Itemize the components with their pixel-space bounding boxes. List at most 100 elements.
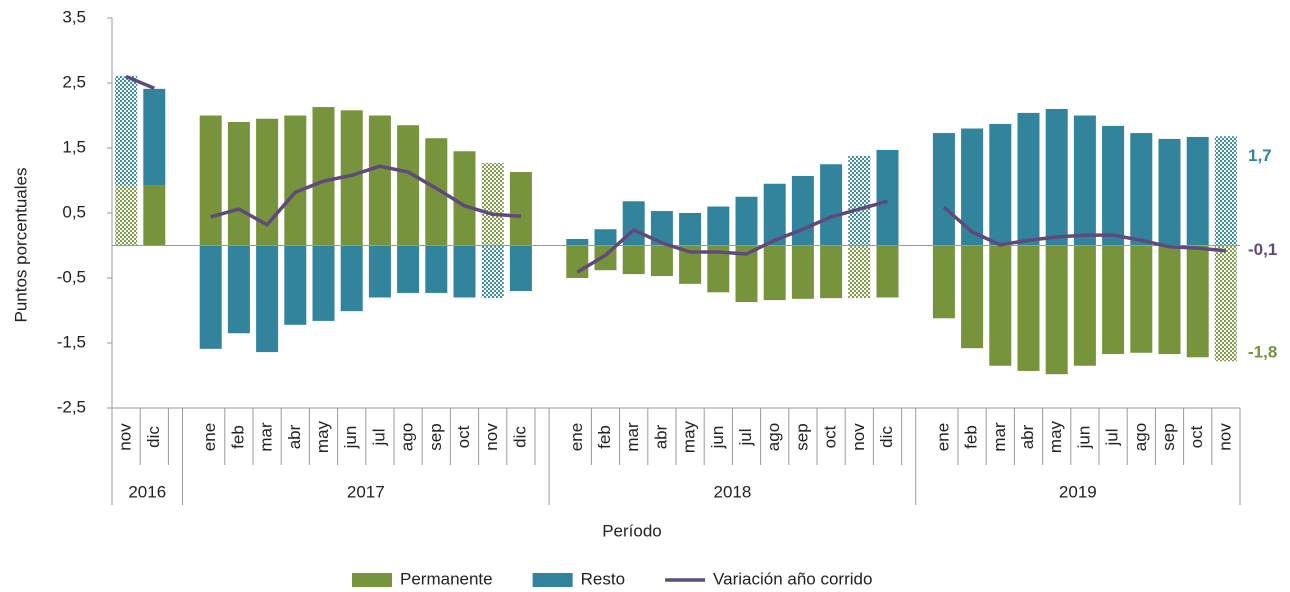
x-tick-label: may (680, 420, 699, 453)
line (576, 199, 888, 274)
x-tick-label: ene (200, 423, 219, 451)
bar (679, 213, 702, 246)
bar (735, 245, 758, 303)
y-axis-title: Puntos porcentuales (11, 168, 30, 323)
bar (932, 245, 955, 319)
x-tick-label: oct (821, 425, 840, 448)
bar (594, 229, 617, 246)
legend-swatch (352, 573, 392, 587)
bar (1073, 245, 1096, 366)
x-tick-label: may (1046, 420, 1065, 453)
bar (932, 133, 955, 246)
bar (820, 245, 843, 299)
y-tick-label: -1,5 (57, 332, 86, 351)
x-tick-label: ago (398, 423, 417, 451)
line (210, 164, 522, 227)
bar (763, 183, 786, 246)
x-tick-label: nov (482, 423, 501, 451)
y-tick-label: 2,5 (62, 72, 86, 91)
x-tick-label: jun (708, 426, 727, 450)
x-tick-label: nov (849, 423, 868, 451)
x-tick-label: nov (116, 423, 135, 451)
x-tick-label: mar (990, 422, 1009, 452)
x-tick-label: dic (144, 426, 163, 448)
bar (199, 115, 222, 246)
group-label: 2018 (713, 482, 751, 501)
bar (1017, 245, 1040, 371)
y-tick-label: -2,5 (57, 397, 86, 416)
bar (1158, 245, 1181, 355)
bar (368, 245, 391, 298)
bar (1102, 125, 1125, 246)
x-tick-label: oct (1187, 425, 1206, 448)
bar (1073, 115, 1096, 246)
group-label: 2017 (347, 482, 385, 501)
y-tick-label: 1,5 (62, 137, 86, 156)
bar (115, 75, 138, 186)
x-tick-label: dic (877, 426, 896, 448)
bar (989, 123, 1012, 246)
x-tick-label: sep (426, 423, 445, 450)
bar (1214, 136, 1237, 246)
bar (820, 164, 843, 246)
x-tick-label: mar (623, 422, 642, 452)
bar (679, 245, 702, 284)
bar (256, 118, 279, 246)
x-tick-label: jun (1074, 426, 1093, 450)
bar (848, 245, 871, 299)
bar (312, 245, 335, 321)
x-tick-label: feb (595, 425, 614, 449)
bar (256, 245, 279, 353)
bar (791, 175, 814, 246)
line (942, 205, 1227, 253)
legend-label: Resto (581, 569, 625, 588)
bar (312, 107, 335, 246)
bar (650, 245, 673, 277)
bar (481, 245, 504, 299)
bar (876, 149, 899, 246)
y-tick-label: 0,5 (62, 202, 86, 221)
bar (199, 245, 222, 349)
bar (481, 162, 504, 246)
bar (284, 245, 307, 325)
y-tick-label: -0,5 (57, 267, 86, 286)
bar (143, 185, 166, 246)
group-label: 2019 (1059, 482, 1097, 501)
bar (1186, 245, 1209, 358)
bar (1130, 245, 1153, 353)
legend-label: Variación año corrido (713, 569, 872, 588)
x-tick-label: sep (1159, 423, 1178, 450)
x-tick-label: abr (651, 424, 670, 449)
bar (791, 245, 814, 299)
bar (340, 245, 363, 312)
bar (989, 245, 1012, 366)
x-tick-label: ene (933, 423, 952, 451)
line (125, 74, 155, 90)
bar (453, 151, 476, 246)
bar (368, 115, 391, 246)
bar (509, 245, 532, 291)
bar (1186, 136, 1209, 246)
end-label: 1,7 (1248, 146, 1272, 165)
bar (340, 110, 363, 246)
bar (115, 185, 138, 246)
bar (425, 245, 448, 293)
x-tick-label: jul (1103, 428, 1122, 446)
bar (143, 88, 166, 186)
bar (1045, 109, 1068, 246)
bar (961, 128, 984, 246)
x-tick-label: dic (510, 426, 529, 448)
bar (284, 115, 307, 246)
end-label: -1,8 (1248, 343, 1277, 362)
x-tick-label: abr (1018, 424, 1037, 449)
group-label: 2016 (128, 482, 166, 501)
x-tick-label: ago (764, 423, 783, 451)
bar (1214, 245, 1237, 362)
x-tick-label: nov (1215, 423, 1234, 451)
x-tick-label: oct (454, 425, 473, 448)
bar (453, 245, 476, 298)
x-tick-label: feb (962, 425, 981, 449)
bar (707, 206, 730, 246)
x-tick-label: may (313, 420, 332, 453)
